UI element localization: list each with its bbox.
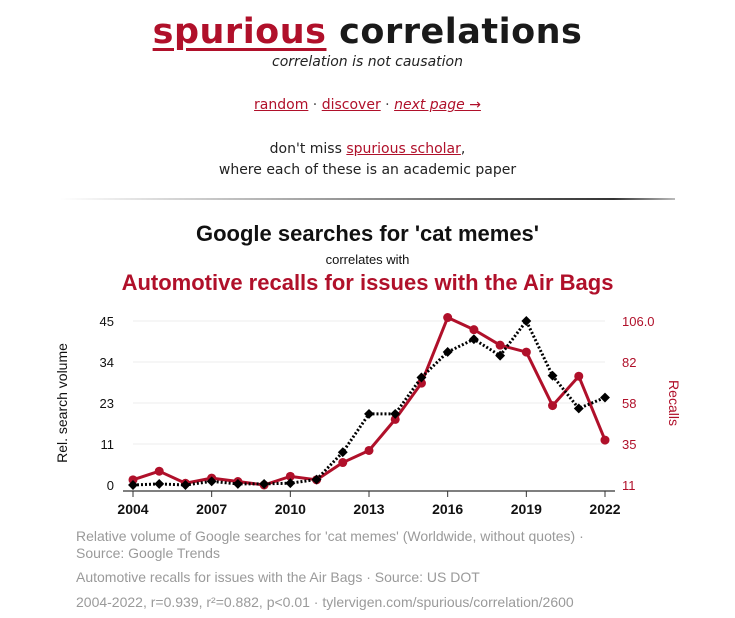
discover-link[interactable]: discover xyxy=(321,97,381,113)
y-right-tick-label: 35 xyxy=(622,437,636,452)
searches-data-point xyxy=(259,478,270,489)
searches-data-point xyxy=(390,408,401,419)
searches-data-point xyxy=(600,392,610,403)
promo-line-1: don't miss spurious scholar, xyxy=(0,139,735,160)
spurious-scholar-link[interactable]: spurious scholar xyxy=(346,141,461,157)
y-right-tick-label: 106.0 xyxy=(622,314,655,329)
recalls-series-line xyxy=(132,316,607,487)
random-link[interactable]: random xyxy=(254,97,309,113)
recalls-data-point xyxy=(495,340,505,350)
nav-separator: · xyxy=(380,97,395,113)
recalls-data-point xyxy=(338,458,348,468)
promo-suffix: , xyxy=(460,141,466,157)
searches-data-point xyxy=(154,478,165,489)
recalls-data-point xyxy=(364,445,374,455)
y-right-tick-label: 11 xyxy=(622,478,636,493)
chart-title-series2: Automotive recalls for issues with the A… xyxy=(121,270,614,295)
recalls-data-point xyxy=(548,401,558,411)
searches-data-point xyxy=(416,372,427,383)
searches-data-point xyxy=(364,408,374,419)
legend-label-searches: Relative volume of Google searches for '… xyxy=(76,528,584,561)
y-left-tick-label: 11 xyxy=(101,437,115,452)
recalls-data-point xyxy=(416,378,426,388)
promo-line-2: where each of these is an academic paper xyxy=(218,162,517,178)
x-tick-label: 2016 xyxy=(432,501,463,517)
legend-label-recalls: Automotive recalls for issues with the A… xyxy=(76,569,480,585)
searches-data-point xyxy=(547,370,558,381)
searches-data-point xyxy=(468,334,479,345)
y-left-tick-label: 23 xyxy=(100,396,114,411)
searches-data-point xyxy=(311,474,322,485)
recalls-data-point xyxy=(390,414,400,424)
x-tick-label: 2010 xyxy=(275,501,306,517)
searches-data-point xyxy=(495,350,506,361)
top-nav: random · discover · next page → xyxy=(0,97,735,113)
nav-separator: · xyxy=(308,97,322,113)
recalls-data-point xyxy=(154,466,164,476)
recalls-data-point xyxy=(521,347,531,357)
recalls-data-point xyxy=(600,435,610,445)
x-tick-label: 2019 xyxy=(511,501,542,517)
searches-data-point xyxy=(180,480,191,490)
searches-data-point xyxy=(521,316,532,326)
recalls-data-point xyxy=(443,313,453,323)
recalls-data-point xyxy=(574,371,584,381)
recalls-data-point xyxy=(128,475,138,485)
site-tagline: correlation is not causation xyxy=(272,54,463,70)
recalls-data-point xyxy=(285,471,295,481)
next-page-link[interactable]: next page → xyxy=(394,97,481,113)
x-tick-label: 2013 xyxy=(353,501,384,517)
site-brand[interactable]: spurious correlations xyxy=(0,8,735,56)
x-tick-label: 2004 xyxy=(117,501,148,517)
brand-word-spurious[interactable]: spurious xyxy=(152,12,327,52)
searches-data-point xyxy=(573,403,584,414)
y-left-tick-label: 45 xyxy=(100,314,114,329)
y-right-axis-title: Recalls xyxy=(666,380,682,426)
searches-data-point xyxy=(442,347,453,357)
y-right-tick-label: 58 xyxy=(622,396,636,411)
y-right-tick-label: 82 xyxy=(622,355,636,370)
searches-data-point xyxy=(232,478,243,489)
chart-title-connector: correlates with xyxy=(325,252,410,267)
y-left-tick-label: 0 xyxy=(107,478,114,493)
promo-text: don't miss spurious scholar, where each … xyxy=(0,139,735,181)
chart-title-series1: Google searches for 'cat memes' xyxy=(195,221,540,246)
correlation-stats: 2004-2022, r=0.939, r²=0.882, p<0.01 · t… xyxy=(76,594,574,610)
y-left-tick-label: 34 xyxy=(100,355,114,370)
y-left-axis-title: Rel. search volume xyxy=(54,343,70,463)
brand-word-correlations[interactable]: correlations xyxy=(339,12,583,52)
section-divider xyxy=(60,198,675,200)
searches-data-point xyxy=(285,478,296,489)
recalls-data-point xyxy=(469,325,479,335)
x-tick-label: 2007 xyxy=(196,501,227,517)
searches-data-point xyxy=(128,480,138,490)
searches-data-point xyxy=(206,476,217,487)
searches-data-point xyxy=(337,447,348,458)
x-tick-label: 2022 xyxy=(589,501,620,517)
promo-prefix: don't miss xyxy=(269,141,347,157)
